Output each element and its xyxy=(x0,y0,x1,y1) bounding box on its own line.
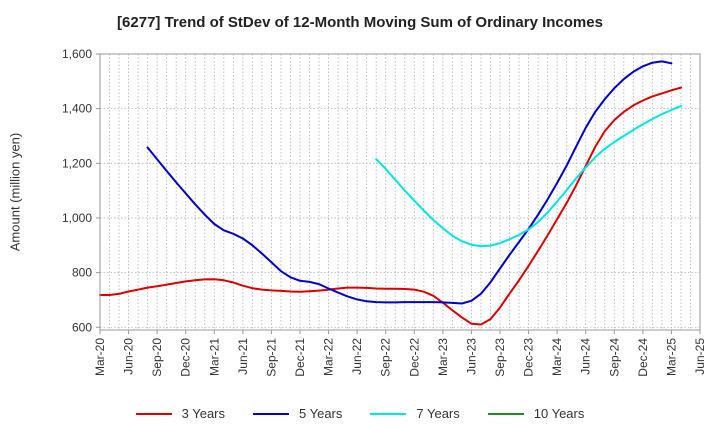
x-tick-label: Dec-23 xyxy=(522,338,536,377)
legend-item-10-years: 10 Years xyxy=(487,406,585,421)
x-tick-label: Sep-22 xyxy=(379,338,393,377)
series-line-3-years xyxy=(99,86,682,326)
plot-frame xyxy=(99,53,701,331)
series-line-5-years xyxy=(146,60,673,305)
y-tick-label: 800 xyxy=(72,266,92,280)
legend-label: 10 Years xyxy=(533,406,585,421)
y-tick-label: 1,400 xyxy=(62,102,92,116)
y-tick-label: 600 xyxy=(72,320,92,334)
legend: 3 Years 5 Years 7 Years 10 Years xyxy=(0,406,720,421)
legend-item-3-years: 3 Years xyxy=(135,406,225,421)
x-tick-label: Jun-23 xyxy=(464,338,478,375)
legend-label: 7 Years xyxy=(416,406,460,421)
legend-item-5-years: 5 Years xyxy=(253,406,342,421)
legend-swatch xyxy=(253,412,289,415)
y-tick-label: 1,000 xyxy=(62,211,92,225)
x-tick-label: Mar-21 xyxy=(207,338,221,376)
x-tick-label: Mar-20 xyxy=(93,338,107,376)
x-tick-label: Mar-23 xyxy=(436,338,450,376)
x-tick-label: Sep-23 xyxy=(493,338,507,377)
legend-label: 3 Years xyxy=(181,406,225,421)
x-tick-label: Mar-25 xyxy=(664,338,678,376)
x-tick-label: Sep-21 xyxy=(264,338,278,377)
x-tick-label: Dec-20 xyxy=(179,338,193,377)
legend-item-7-years: 7 Years xyxy=(370,406,460,421)
x-tick-label: Dec-22 xyxy=(407,338,421,377)
x-tick-label: Mar-24 xyxy=(550,338,564,376)
x-tick-label: Mar-22 xyxy=(322,338,336,376)
x-tick-label: Jun-24 xyxy=(579,338,593,375)
x-tick-label: Jun-21 xyxy=(236,338,250,375)
series-line-7-years xyxy=(375,104,682,248)
x-tick-label: Dec-21 xyxy=(293,338,307,377)
legend-swatch xyxy=(135,412,172,415)
x-tick-label: Sep-20 xyxy=(150,338,164,377)
legend-swatch xyxy=(370,412,407,415)
y-tick-label: 1,600 xyxy=(62,47,92,61)
legend-swatch xyxy=(487,412,524,415)
x-tick-label: Jun-25 xyxy=(693,338,707,375)
x-tick-label: Jun-22 xyxy=(350,338,364,375)
x-tick-label: Dec-24 xyxy=(636,338,650,377)
legend-label: 5 Years xyxy=(299,406,343,421)
x-tick-label: Sep-24 xyxy=(607,338,621,377)
chart-title: [6277] Trend of StDev of 12-Month Moving… xyxy=(117,14,603,31)
y-tick-label: 1,200 xyxy=(62,156,92,170)
x-tick-label: Jun-20 xyxy=(122,338,136,375)
